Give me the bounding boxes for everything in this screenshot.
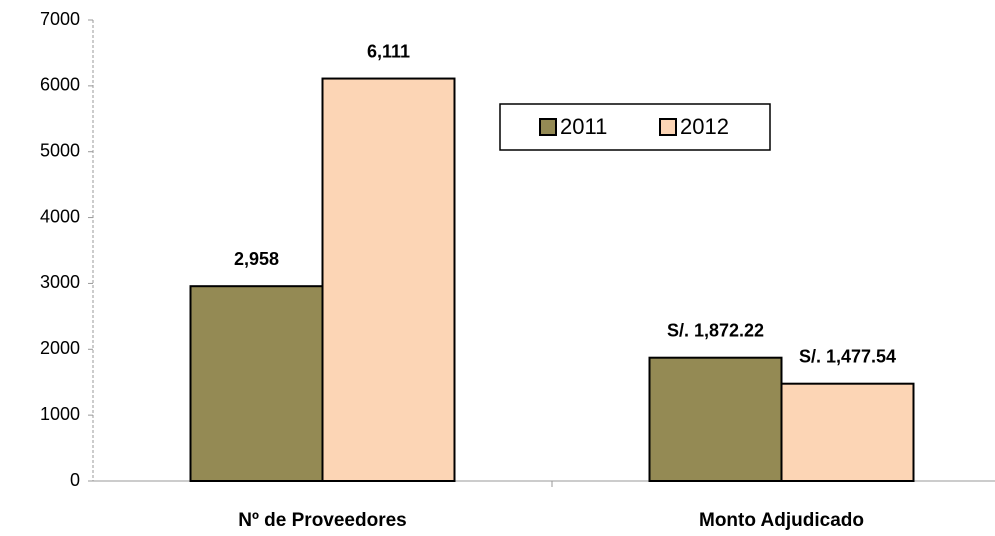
y-tick-label: 6000 [40, 75, 80, 95]
y-tick-label: 5000 [40, 140, 80, 160]
legend-swatch [539, 118, 557, 136]
bar [780, 382, 915, 483]
value-label: S/. 1,872.22 [667, 320, 764, 340]
y-tick-label: 0 [70, 470, 80, 490]
value-label: S/. 1,477.54 [799, 346, 896, 366]
bar [648, 356, 783, 482]
legend-swatch [659, 118, 677, 136]
y-tick-label: 1000 [40, 404, 80, 424]
y-tick-label: 4000 [40, 206, 80, 226]
y-tick-label: 7000 [40, 9, 80, 29]
value-label: 6,111 [367, 41, 410, 61]
y-tick-label: 3000 [40, 272, 80, 292]
value-label: 2,958 [234, 249, 279, 269]
x-tick-label: Nº de Proveedores [238, 510, 407, 531]
legend-label: 2011 [560, 114, 607, 139]
y-tick-label: 2000 [40, 338, 80, 358]
bar [321, 77, 456, 482]
bar [189, 285, 324, 483]
x-tick-label: Monto Adjudicado [699, 510, 864, 531]
legend-label: 2012 [680, 114, 729, 139]
